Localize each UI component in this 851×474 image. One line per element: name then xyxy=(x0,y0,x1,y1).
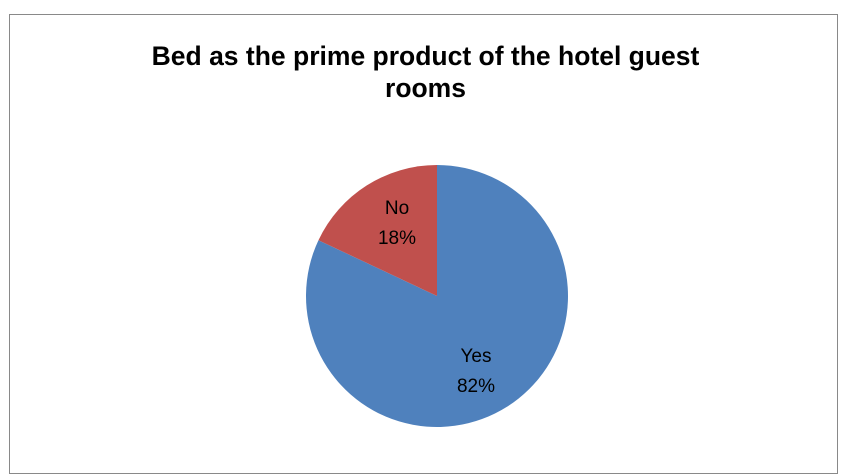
slice-label-group-no: No 18% xyxy=(378,198,416,249)
slice-label-group-yes: Yes 82% xyxy=(457,346,495,397)
slice-label-no-category: No xyxy=(385,198,409,219)
chart-title-line-2: rooms xyxy=(385,73,466,103)
chart-title-line-1: Bed as the prime product of the hotel gu… xyxy=(151,41,700,71)
slice-label-no-percent: 18% xyxy=(378,228,416,249)
pie-slice-no xyxy=(318,165,437,296)
pie-slices xyxy=(305,165,569,427)
slice-label-yes-category: Yes xyxy=(461,346,492,367)
slice-label-yes-percent: 82% xyxy=(457,376,495,397)
chart-title: Bed as the prime product of the hotel gu… xyxy=(0,40,851,104)
